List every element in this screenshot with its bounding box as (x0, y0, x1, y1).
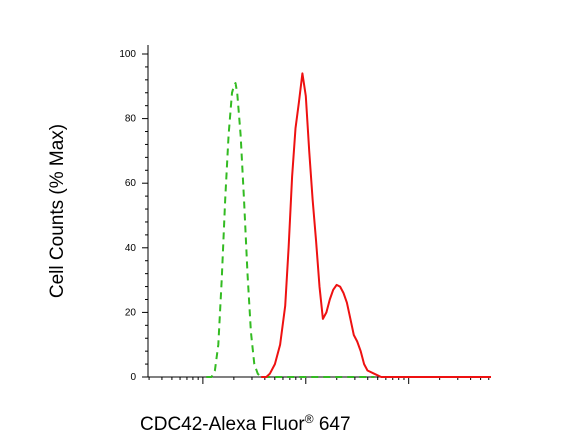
y-axis-ticks: 0 20 40 60 80 100 (119, 49, 148, 383)
y-axis-title: Cell Counts (% Max) (47, 124, 68, 298)
x-axis-title-main: CDC42-Alexa Fluor (140, 414, 305, 435)
sample-series-line (261, 72, 491, 378)
x-axis-ticks (148, 377, 490, 384)
series-layer (206, 72, 491, 378)
x-axis-title-sup: ® (305, 412, 314, 426)
x-axis-title-suffix: 647 (314, 414, 351, 435)
y-tick-label: 20 (125, 307, 137, 318)
isotype-control-series-line (206, 82, 375, 378)
y-tick-label: 80 (125, 114, 137, 125)
y-tick-label: 60 (125, 178, 137, 189)
y-tick-label: 0 (130, 372, 136, 383)
y-tick-label: 100 (119, 49, 136, 60)
y-tick-label: 40 (125, 243, 137, 254)
x-axis-title: CDC42-Alexa Fluor® 647 (140, 412, 351, 435)
